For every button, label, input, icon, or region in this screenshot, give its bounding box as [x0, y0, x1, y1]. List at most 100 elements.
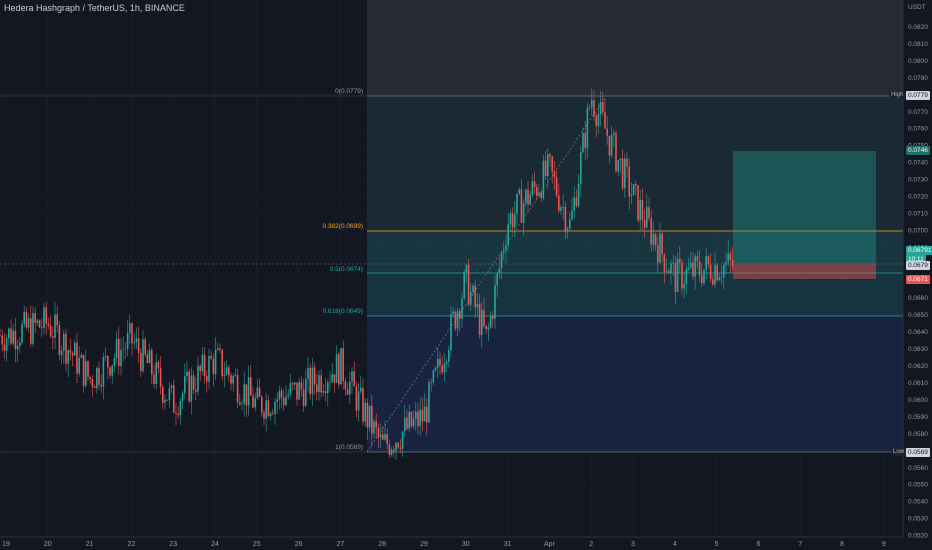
x-tick-label: 5 [715, 541, 719, 548]
candle-body [340, 348, 342, 385]
candle-body [113, 358, 116, 366]
candle-body [716, 265, 718, 281]
candle-body [377, 427, 380, 438]
candle-body [351, 371, 353, 382]
candle-body [709, 264, 712, 280]
candle-body [296, 382, 298, 400]
candle-body [657, 245, 659, 263]
y-tick-label: 0.0700 [908, 227, 928, 234]
candle-body [661, 233, 663, 255]
candle-body [168, 388, 171, 401]
candle-body [412, 418, 415, 427]
candle-body [450, 313, 452, 351]
candle-body [63, 333, 65, 351]
candle-body [533, 181, 536, 187]
candle-body [93, 386, 96, 388]
candle-body [643, 219, 646, 228]
candle-body [258, 387, 261, 397]
candle-body [320, 375, 322, 393]
candle-body [395, 442, 397, 451]
candle-body [668, 270, 670, 274]
x-tick-label: 26 [295, 541, 303, 548]
candle-body [384, 434, 386, 440]
symbol-title[interactable]: Hedera Hashgraph / TetherUS, 1h, BINANCE [4, 3, 185, 13]
candle-body [410, 411, 413, 427]
candle-body [250, 377, 252, 396]
candle-body [162, 387, 164, 403]
long-position-tool[interactable] [733, 151, 876, 279]
y-tick-label: 0.0820 [908, 24, 928, 31]
candle-body [580, 152, 582, 184]
candle-body [397, 442, 399, 448]
fib-retracement[interactable] [0, 0, 903, 453]
candle-body [203, 354, 206, 376]
candle-body [219, 348, 221, 350]
candle-body [8, 328, 10, 339]
candle-body [602, 102, 604, 113]
candle-body [690, 262, 692, 268]
candle-body [551, 156, 553, 172]
candle-body [78, 357, 80, 374]
candle-body [729, 253, 732, 260]
candle-body [503, 250, 505, 254]
candle-body [45, 307, 47, 324]
candle-body [243, 384, 245, 404]
candle-body [393, 449, 395, 451]
candle-body [613, 132, 615, 135]
candle-body [179, 401, 182, 416]
candle-body [659, 233, 661, 263]
candle-body [379, 434, 382, 438]
y-tick-label: 0.0520 [908, 533, 928, 540]
candle-body [509, 213, 512, 225]
fib-zone-05-618 [367, 273, 903, 316]
candle-body [481, 310, 483, 335]
candle-body [630, 194, 633, 197]
fib-label-1: 1(0.0569) [335, 444, 363, 451]
candle-body [234, 375, 237, 377]
candle-body [195, 389, 197, 392]
candle-body [76, 342, 78, 374]
target-zone [733, 151, 876, 264]
candle-body [100, 384, 102, 387]
candle-body [562, 207, 564, 208]
candle-body [89, 376, 91, 379]
x-tick-label: 28 [378, 541, 386, 548]
fib-label-382: 0.382(0.0699) [323, 223, 363, 230]
candle-body [404, 417, 406, 432]
currency-label: USDT [908, 4, 926, 11]
candle-body [175, 412, 177, 414]
candle-body [344, 381, 347, 390]
candle-body [197, 365, 199, 392]
candle-body [650, 218, 652, 245]
candle-body [725, 262, 727, 265]
candle-body [230, 375, 232, 384]
candle-body [49, 325, 52, 337]
candle-body [265, 400, 267, 419]
candle-body [186, 371, 188, 377]
candle-body [641, 199, 644, 220]
candle-body [527, 189, 529, 205]
candle-body [646, 207, 648, 228]
candle-body [278, 390, 281, 400]
candle-body [25, 311, 28, 328]
candle-body [593, 100, 595, 117]
candle-body [170, 385, 173, 389]
x-tick-label: 30 [462, 541, 470, 548]
candle-body [542, 160, 545, 199]
candle-body [109, 367, 111, 376]
candle-body [621, 158, 624, 189]
candle-body [467, 264, 470, 305]
candle-body [107, 356, 109, 368]
candle-body [263, 412, 265, 419]
candle-body [426, 406, 428, 423]
candle-body [236, 375, 239, 403]
candle-body [104, 356, 107, 358]
candle-body [663, 254, 666, 272]
candle-body [120, 349, 122, 367]
candle-body [201, 354, 204, 372]
candle-body [507, 224, 509, 246]
candle-body [146, 354, 149, 364]
candle-body [214, 349, 217, 374]
candle-body [555, 177, 558, 196]
